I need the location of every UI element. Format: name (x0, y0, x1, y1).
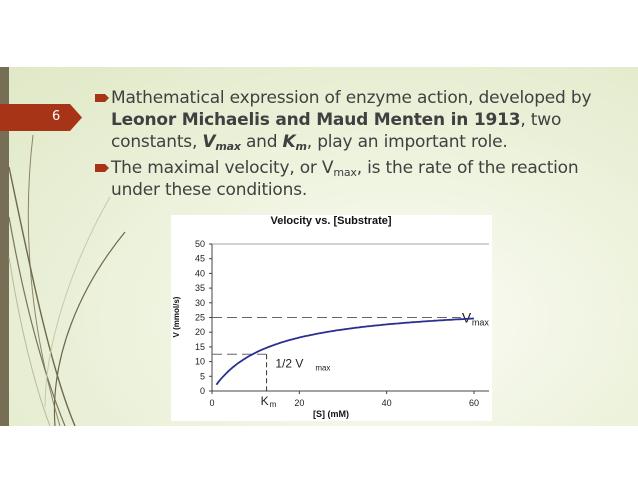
x-tick-label: 60 (469, 398, 479, 408)
vmax-label-sub: max (472, 318, 490, 328)
bullet-item-2: The maximal velocity, or Vmax, is the ra… (95, 157, 625, 201)
km-label-sub: m (270, 400, 277, 409)
bullet-item-1: Mathematical expression of enzyme action… (95, 87, 625, 153)
x-axis-label: [S] (mM) (313, 409, 349, 419)
y-tick-label: 15 (195, 342, 205, 352)
y-tick-label: 50 (195, 239, 205, 249)
km-label: K (261, 394, 269, 408)
slide-number: 6 (52, 109, 61, 124)
y-axis-label: V (mmol/s) (172, 296, 181, 337)
slide: 6 Mathematical expression of enzyme acti… (0, 67, 638, 426)
slide-body-text: Mathematical expression of enzyme action… (95, 87, 625, 205)
y-tick-label: 25 (195, 313, 205, 323)
x-tick-label: 20 (294, 398, 304, 408)
vmax-label: V (462, 310, 472, 326)
y-tick-label: 20 (195, 327, 205, 337)
arrow-bullet-icon (95, 94, 109, 102)
y-tick-label: 5 (200, 371, 205, 381)
slide-left-bar (0, 67, 9, 426)
y-tick-label: 35 (195, 283, 205, 293)
y-tick-label: 30 (195, 298, 205, 308)
mm-curve (215, 317, 475, 386)
arrow-bullet-icon (95, 164, 109, 172)
velocity-substrate-chart: Velocity vs. [Substrate] 0 5 10 15 20 25 30 35 40… (171, 215, 492, 421)
half-vmax-label-sub: max (315, 363, 330, 372)
chart-title: Velocity vs. [Substrate] (270, 215, 391, 227)
y-tick-label: 10 (195, 357, 205, 367)
half-vmax-label: 1/2 V (275, 356, 303, 370)
x-tick-label: 40 (382, 398, 392, 408)
y-tick-label: 45 (195, 254, 205, 264)
y-tick-label: 40 (195, 268, 205, 278)
slide-number-tag: 6 (0, 104, 82, 131)
decorative-grass-strokes (8, 134, 126, 426)
x-tick-label: 0 (209, 398, 214, 408)
y-tick-label: 0 (200, 386, 205, 396)
